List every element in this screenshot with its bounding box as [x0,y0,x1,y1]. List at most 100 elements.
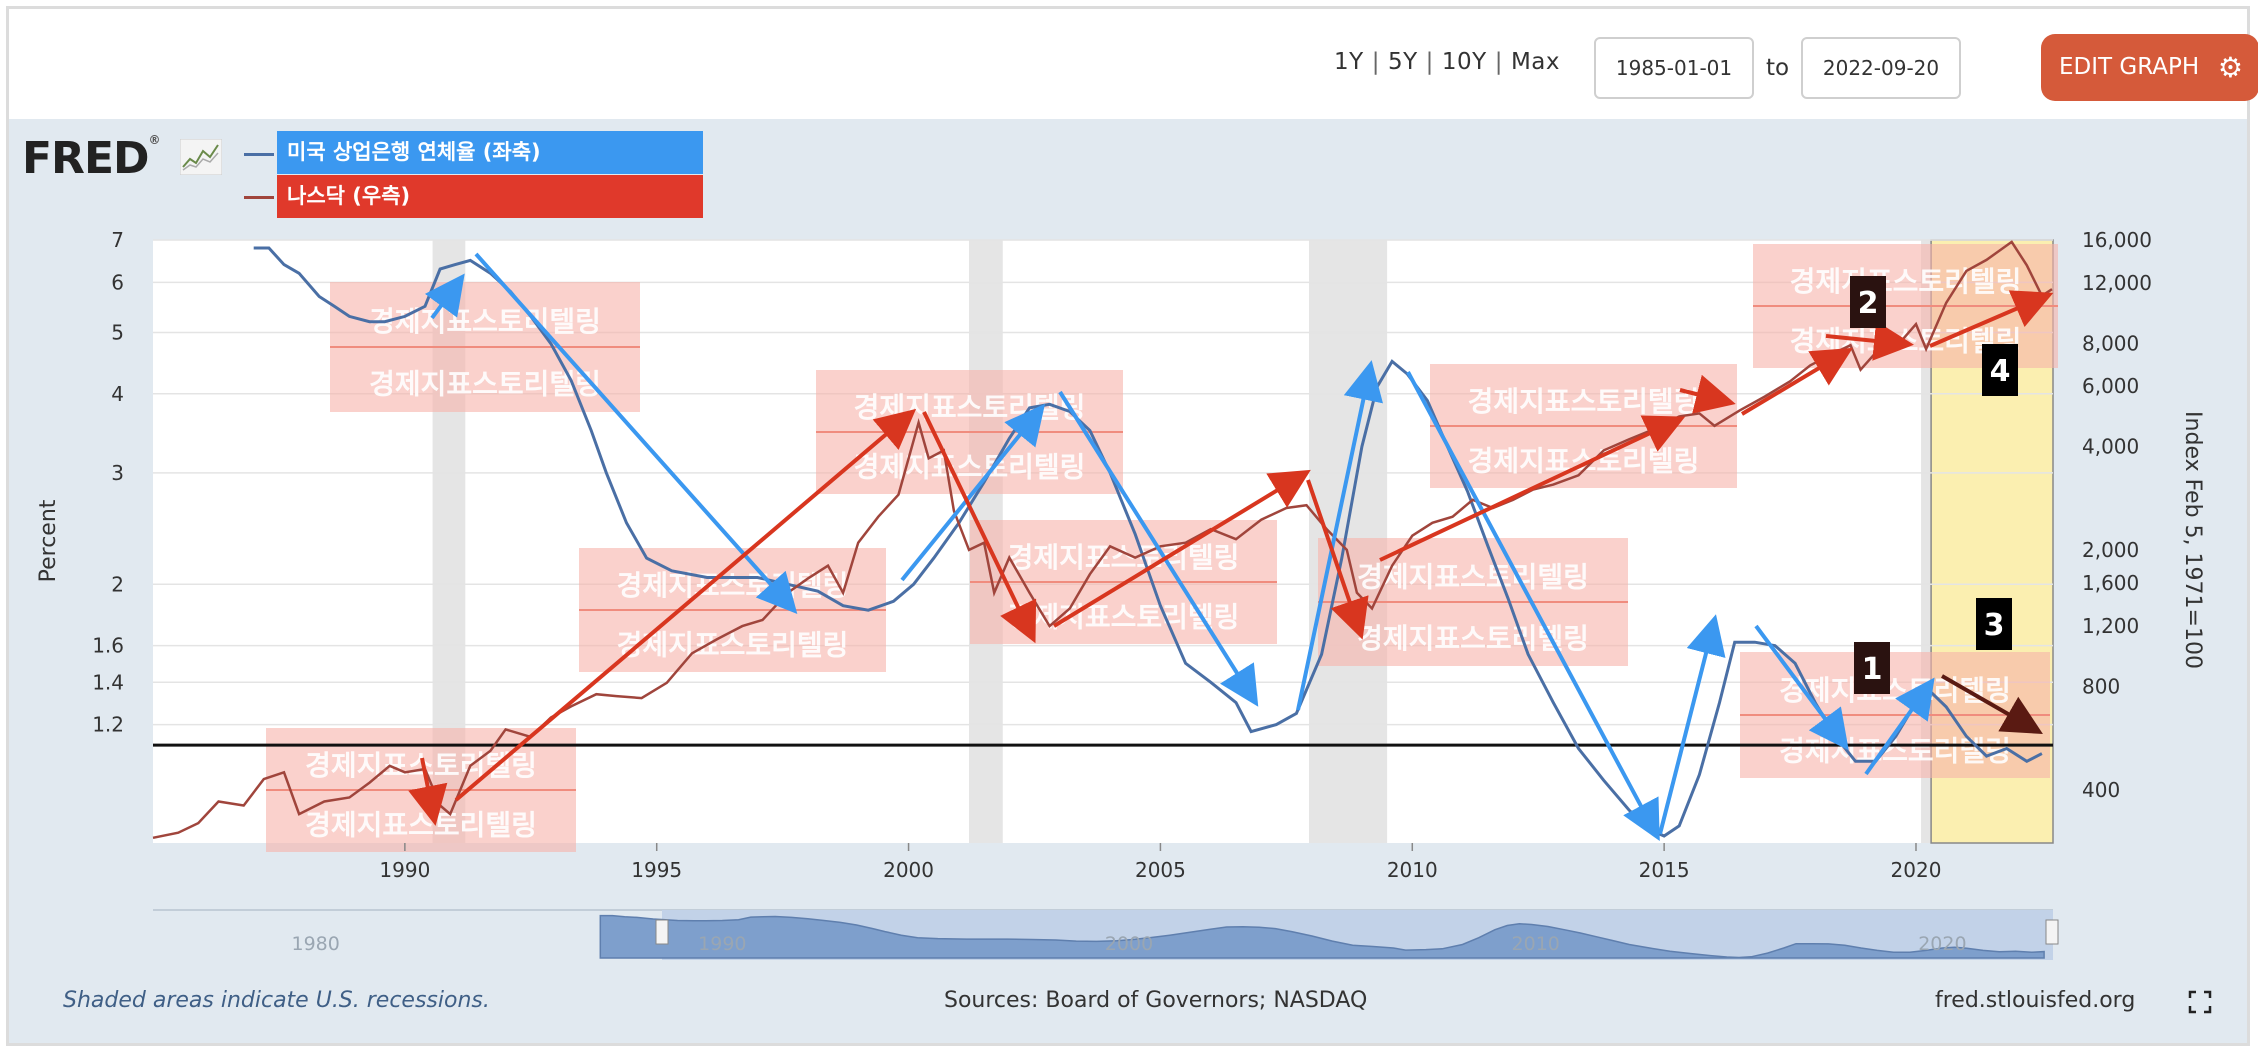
x-tick-label: 2000 [883,858,934,882]
navigator-tick-label: 2020 [1918,933,1966,955]
x-tick-label: 1995 [631,858,682,882]
left-tick-label: 7 [111,228,124,252]
x-axis-ticks: 1990 1995 2000 2005 2010 2015 2020 [379,843,1941,882]
right-tick-label: 800 [2082,675,2120,699]
left-tick-label: 2 [111,572,124,596]
svg-text:경제지표스토리텔링: 경제지표스토리텔링 [369,305,601,338]
arrow-red-8 [1740,347,1853,416]
annotation-marker-3: 3 [1976,598,2012,650]
legend-swatch-delinquency [244,153,274,156]
arrow-red-2 [454,408,917,802]
navigator-tick-label: 1990 [698,933,746,955]
right-tick-label: 1,200 [2082,614,2139,638]
annotation-marker-1: 1 [1854,642,1890,694]
svg-text:경제지표스토리텔링: 경제지표스토리텔링 [1008,541,1240,574]
legend-item-delinquency[interactable]: 미국 상업은행 연체율 (좌축) [277,131,703,174]
site-link[interactable]: fred.stlouisfed.org [1935,988,2136,1013]
range-links: 1Y | 5Y | 10Y | Max [1334,49,1561,75]
arrow-red-7 [1679,374,1736,414]
arrow-blue-1 [424,273,465,320]
svg-text:경제지표스토리텔링: 경제지표스토리텔링 [617,569,849,602]
navigator-tick-label: 1980 [291,933,339,955]
svg-text:경제지표스토리텔링: 경제지표스토리텔링 [854,391,1086,424]
annotation-marker-2: 2 [1850,276,1886,328]
right-tick-label: 2,000 [2082,538,2139,562]
sources-note: Sources: Board of Governors; NASDAQ [944,988,1368,1013]
range-10y-link[interactable]: 10Y [1441,49,1487,75]
arrow-blue-8 [1754,624,1849,751]
left-tick-label: 4 [111,382,124,406]
fullscreen-icon[interactable] [2188,990,2212,1014]
sparkline-chart-icon [180,139,222,175]
edit-graph-button[interactable]: EDIT GRAPH ⚙ [2041,34,2258,101]
arrow-blue-9 [1864,677,1935,776]
series-line-nasdaq [152,240,2053,840]
right-tick-label: 8,000 [2082,331,2139,355]
right-tick-label: 6,000 [2082,374,2139,398]
arrow-red-5 [1306,479,1369,640]
header-bar: 1Y | 5Y | 10Y | Max 1985-01-01 to 2022-09-20 E… [9,9,2258,119]
svg-text:경제지표스토리텔링: 경제지표스토리텔링 [305,809,537,842]
x-tick-label: 2010 [1387,858,1438,882]
navigator-left-handle[interactable] [655,919,669,945]
arrow-blue-3 [900,403,1046,582]
x-tick-label: 2015 [1639,858,1690,882]
arrow-blue-7 [1658,614,1726,835]
edit-graph-label: EDIT GRAPH [2059,54,2200,80]
annotation-marker-4: 4 [1982,344,2018,396]
svg-text:경제지표스토리텔링: 경제지표스토리텔링 [854,451,1086,484]
right-tick-label: 16,000 [2082,228,2152,252]
svg-text:경제지표스토리텔링: 경제지표스토리텔링 [369,367,601,400]
annotation-arrows [408,252,2054,842]
legend-swatch-nasdaq [244,196,274,199]
left-axis-ticks: 7 6 5 4 3 2 1.6 1.4 1.2 [92,228,124,737]
svg-text:3: 3 [1984,608,2005,643]
navigator-series [599,914,2045,959]
x-tick-label: 2005 [1135,858,1186,882]
svg-text:경제지표스토리텔링: 경제지표스토리텔링 [305,749,537,782]
arrow-blue-5 [1296,360,1383,711]
legend-item-nasdaq[interactable]: 나스닥 (우측) [277,175,703,218]
range-navigator[interactable]: 1980 1990 2000 2010 2020 [153,909,2059,960]
range-5y-link[interactable]: 5Y [1387,49,1418,75]
navigator-ticks: 1980 1990 2000 2010 2020 [291,933,1966,955]
left-tick-label: 1.6 [92,634,124,658]
navigator-tick-label: 2010 [1512,933,1560,955]
svg-text:1: 1 [1862,652,1883,687]
svg-text:경제지표스토리텔링: 경제지표스토리텔링 [1779,674,2011,707]
x-tick-label: 1990 [379,858,430,882]
svg-text:경제지표스토리텔링: 경제지표스토리텔링 [1008,601,1240,634]
annotation-markers: 1 2 3 4 [1850,276,2018,694]
x-tick-label: 2020 [1891,858,1942,882]
svg-text:2: 2 [1858,286,1879,321]
arrow-red-4 [1052,469,1311,628]
arrow-blue-2 [474,252,798,614]
navigator-tick-label: 2000 [1105,933,1153,955]
arrow-blue-6 [1406,371,1660,842]
to-label: to [1766,55,1790,81]
range-max-link[interactable]: Max [1510,49,1561,75]
recession-note: Shaded areas indicate U.S. recessions. [63,988,490,1013]
range-1y-link[interactable]: 1Y [1334,49,1364,75]
right-tick-label: 12,000 [2082,271,2152,295]
svg-text:경제지표스토리텔링: 경제지표스토리텔링 [1357,622,1589,655]
left-axis-label: Percent [36,499,61,582]
right-axis-ticks: 16,000 12,000 8,000 6,000 4,000 2,000 1,600 1,2… [2082,228,2152,802]
svg-text:경제지표스토리텔링: 경제지표스토리텔링 [1468,385,1700,418]
left-tick-label: 5 [111,320,124,344]
navigator-right-handle[interactable] [2045,919,2059,945]
svg-text:4: 4 [1990,354,2011,389]
right-tick-label: 1,600 [2082,571,2139,595]
left-tick-label: 1.4 [92,670,124,694]
left-tick-label: 1.2 [92,713,124,737]
start-date-input[interactable]: 1985-01-01 [1594,37,1754,99]
end-date-input[interactable]: 2022-09-20 [1801,37,1961,99]
arrow-red-9 [1825,320,1914,361]
left-tick-label: 3 [111,461,124,485]
fred-logo: FRED® [22,133,161,184]
